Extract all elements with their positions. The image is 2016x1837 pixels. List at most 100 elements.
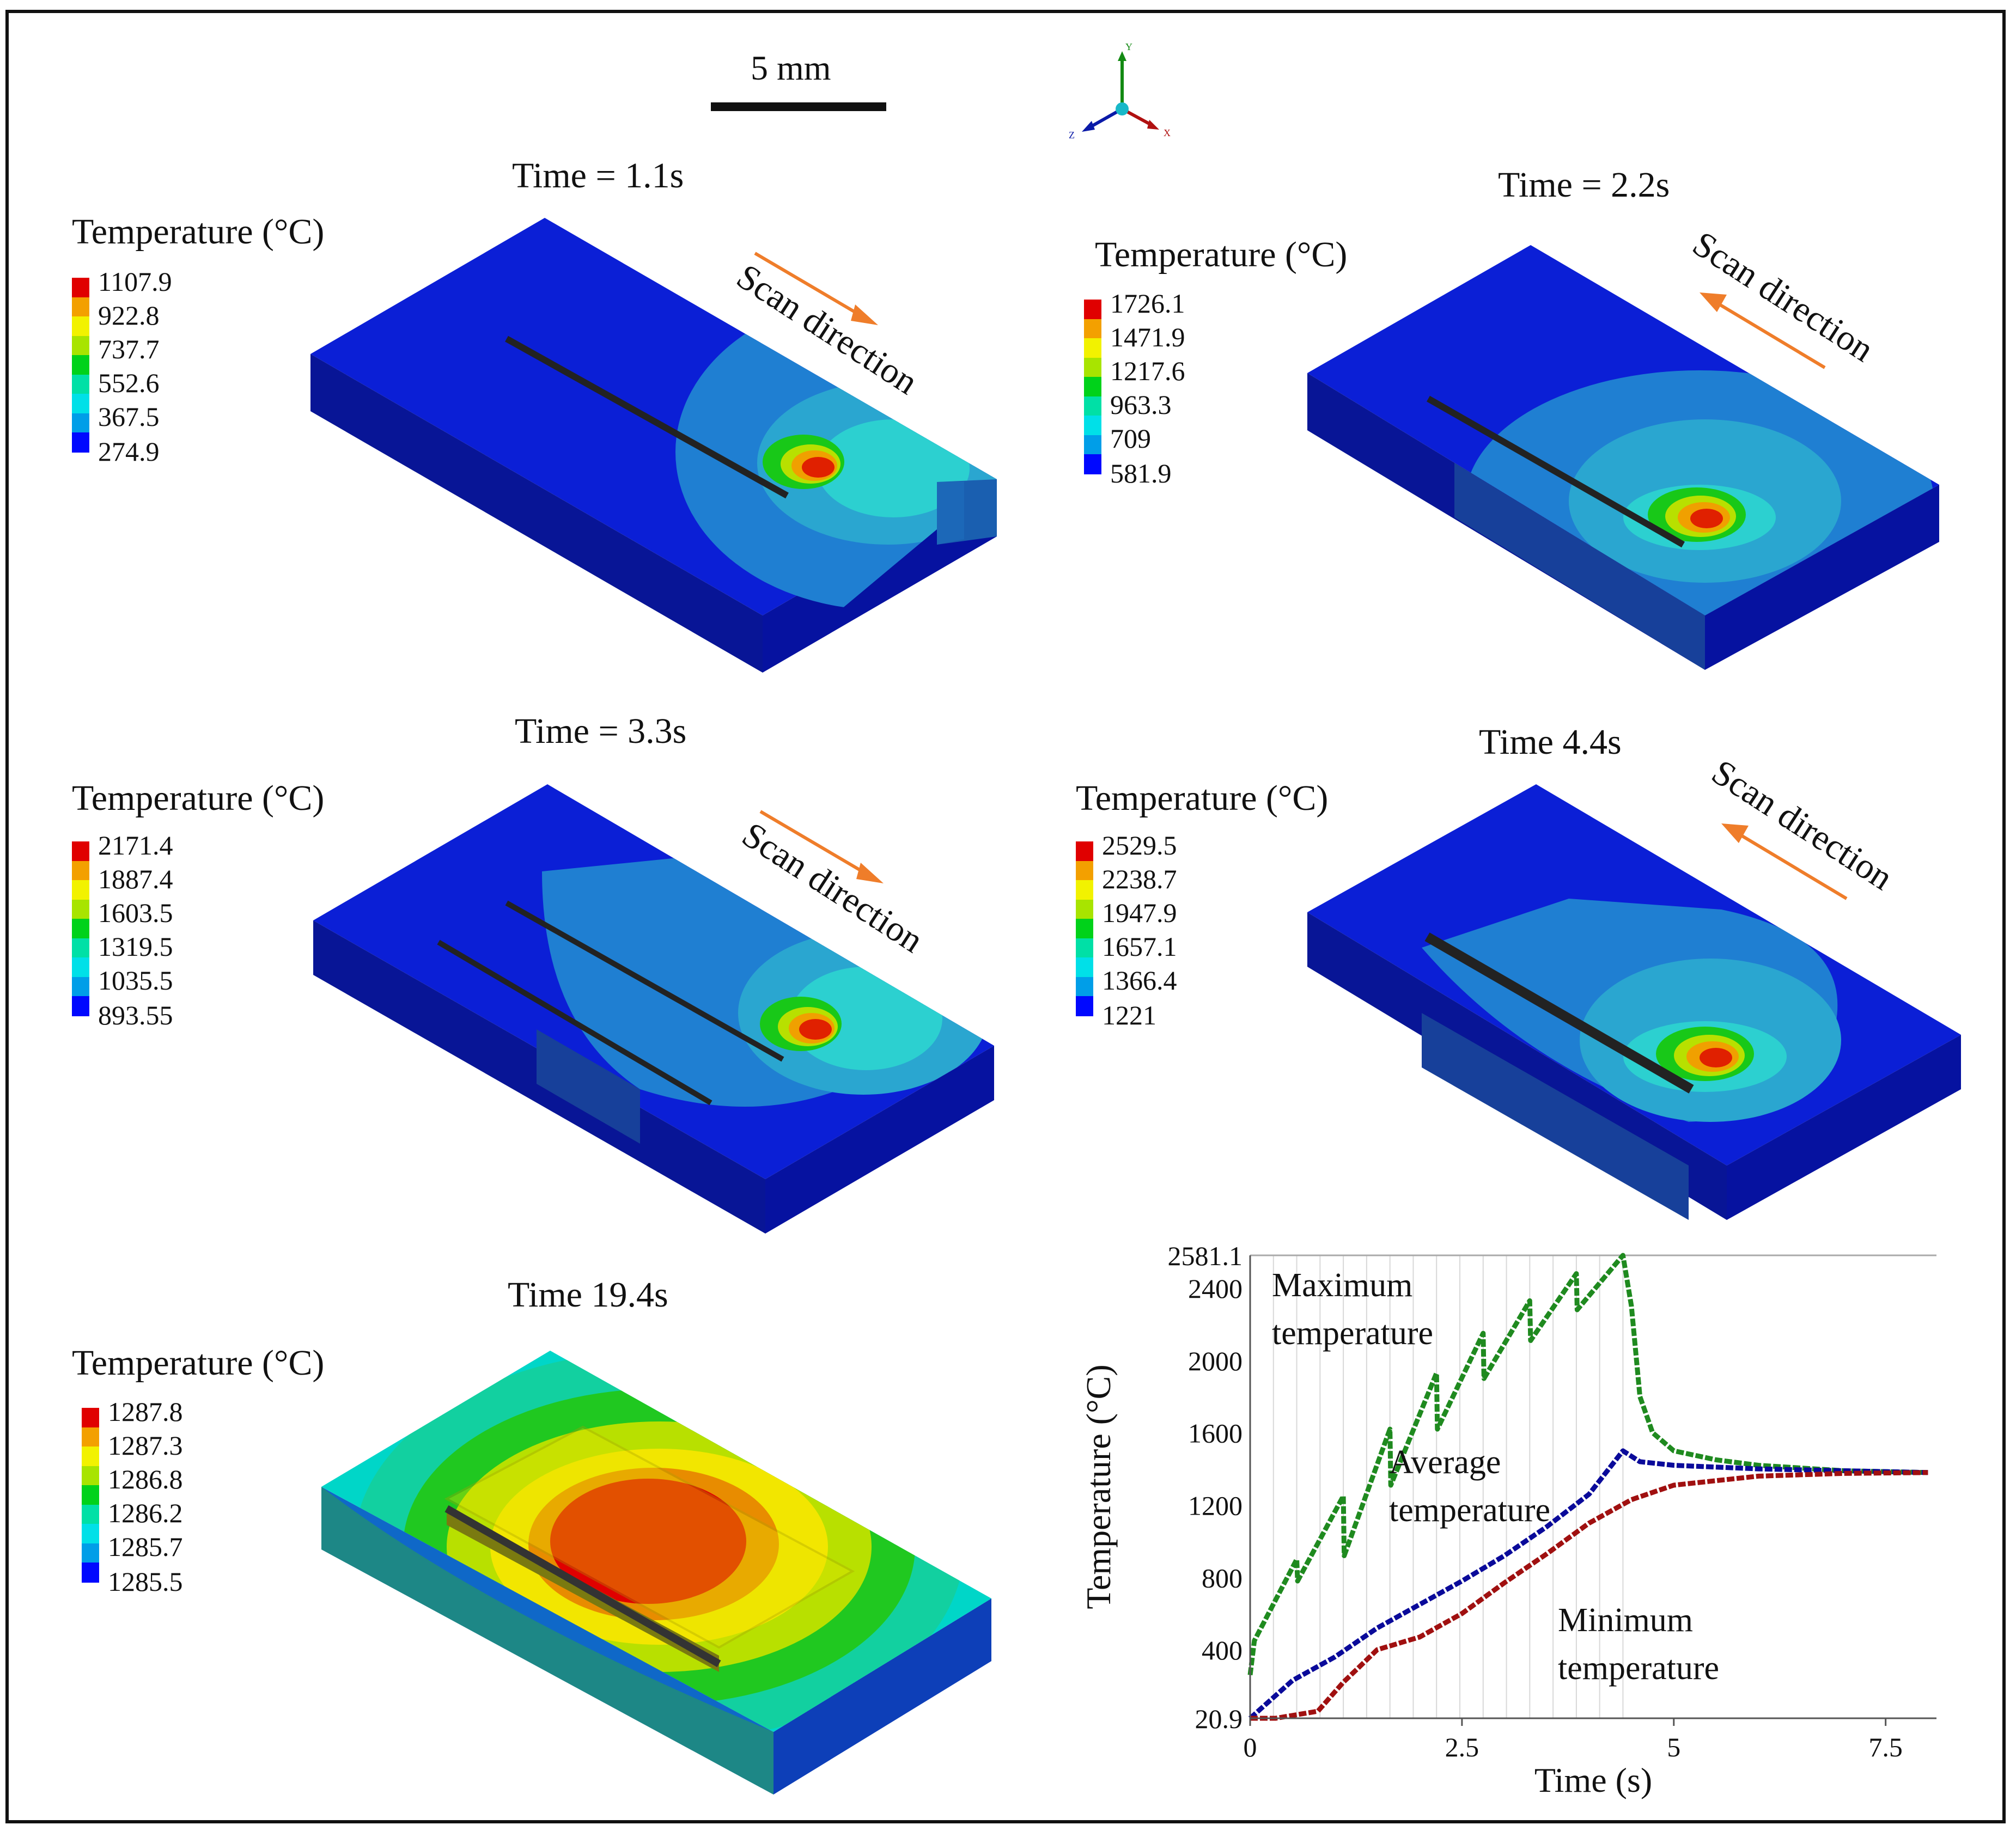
legend-tick-label: 1286.2 bbox=[108, 1498, 183, 1528]
y-tick-label: 2400 bbox=[1188, 1273, 1243, 1304]
scan-track bbox=[505, 335, 789, 499]
legend-swatch bbox=[72, 977, 89, 997]
legend-swatch bbox=[72, 278, 89, 298]
legend-tick-label: 1286.8 bbox=[108, 1464, 183, 1494]
legend-swatch bbox=[1076, 899, 1093, 920]
x-tick-label: 2.5 bbox=[1445, 1732, 1479, 1762]
legend-swatch bbox=[82, 1485, 99, 1505]
series-label: temperature bbox=[1272, 1315, 1433, 1352]
legend-swatch bbox=[82, 1427, 99, 1448]
legend: 1726.1 1471.9 1217.6 963.3 709 581.9 bbox=[1084, 288, 1247, 496]
y-tick-label: 20.9 bbox=[1195, 1704, 1243, 1734]
legend-swatch bbox=[82, 1524, 99, 1544]
legend-tick-label: 1285.7 bbox=[108, 1531, 183, 1562]
legend-title: Temperature (°C) bbox=[72, 212, 325, 252]
legend-swatch bbox=[72, 938, 89, 959]
legend-swatch bbox=[1076, 996, 1093, 1016]
scan-direction-arrow bbox=[759, 810, 884, 883]
heat-plate-1 bbox=[310, 218, 997, 673]
legend-swatch bbox=[1084, 319, 1101, 339]
legend-tick-label: 709 bbox=[1110, 423, 1151, 454]
legend-title: Temperature (°C) bbox=[72, 778, 325, 818]
legend-swatch bbox=[72, 860, 89, 881]
legend-tick-label: 1603.5 bbox=[98, 898, 173, 928]
legend-swatch bbox=[72, 957, 89, 978]
legend-swatch bbox=[72, 374, 89, 395]
legend-swatch bbox=[72, 919, 89, 939]
legend: 2529.5 2238.7 1947.9 1657.1 1366.4 1221 bbox=[1076, 830, 1239, 1037]
x-axis-title: Time (s) bbox=[1534, 1761, 1652, 1799]
legend-tick-label: 552.6 bbox=[98, 368, 160, 398]
time-label: Time = 3.3s bbox=[515, 711, 687, 751]
legend-tick-label: 1107.9 bbox=[98, 266, 172, 297]
legend-swatch bbox=[72, 316, 89, 337]
legend-swatch bbox=[82, 1504, 99, 1525]
legend-tick-label: 1366.4 bbox=[1102, 965, 1177, 996]
legend-swatch bbox=[72, 335, 89, 356]
legend-tick-label: 1726.1 bbox=[1110, 288, 1185, 319]
y-tick-label: 1600 bbox=[1188, 1418, 1243, 1449]
series-line bbox=[1247, 1253, 1928, 1676]
time-label: Time 19.4s bbox=[508, 1275, 668, 1315]
legend-tick-label: 737.7 bbox=[98, 334, 160, 364]
legend-swatch bbox=[82, 1408, 99, 1428]
scan-track bbox=[1427, 395, 1685, 548]
legend-tick-label: 367.5 bbox=[98, 401, 160, 432]
heat-plate-2 bbox=[1307, 245, 1939, 670]
scan-track bbox=[505, 900, 784, 1062]
legend-swatch bbox=[1084, 416, 1101, 436]
legend-tick-label: 1319.5 bbox=[98, 931, 173, 962]
x-tick-labels: 0 2.5 5 7.5 bbox=[1244, 1718, 1903, 1762]
legend-tick-label: 1217.6 bbox=[1110, 356, 1185, 386]
legend-tick-label: 581.9 bbox=[1110, 458, 1172, 489]
scan-direction-arrow bbox=[1700, 292, 1826, 369]
y-tick-label: 400 bbox=[1202, 1635, 1243, 1665]
axes-triad: Y X Z bbox=[1069, 41, 1171, 141]
legend-swatch bbox=[72, 841, 89, 862]
series-label: Minimum bbox=[1558, 1602, 1693, 1639]
legend-swatch bbox=[1084, 357, 1101, 378]
time-label: Time = 1.1s bbox=[512, 156, 684, 196]
series-label: Average bbox=[1389, 1444, 1501, 1481]
legend-tick-label: 2529.5 bbox=[1102, 830, 1177, 860]
legend-tick-label: 1287.3 bbox=[108, 1430, 183, 1461]
legend-tick-label: 274.9 bbox=[98, 436, 160, 467]
legend-swatch bbox=[72, 996, 89, 1016]
legend-swatch bbox=[72, 355, 89, 375]
x-axis-label: X bbox=[1164, 127, 1171, 138]
legend-swatch bbox=[82, 1466, 99, 1486]
legend-swatch bbox=[1076, 938, 1093, 959]
legend-swatch bbox=[1084, 377, 1101, 397]
scale-bar-label: 5 mm bbox=[751, 48, 831, 87]
time-label: Time = 2.2s bbox=[1498, 165, 1670, 205]
series-labels: Maximum temperature Average temperature Mini… bbox=[1272, 1267, 1719, 1687]
legend-swatch bbox=[82, 1447, 99, 1467]
legend-swatch bbox=[1076, 860, 1093, 881]
legend-swatch bbox=[1084, 396, 1101, 417]
legend-swatch bbox=[1076, 841, 1093, 862]
legend-tick-label: 1285.5 bbox=[108, 1566, 183, 1597]
legend-swatch bbox=[1084, 338, 1101, 358]
legend-swatch bbox=[1076, 919, 1093, 939]
legend-swatch bbox=[72, 297, 89, 318]
legend-swatch bbox=[1076, 957, 1093, 978]
legend-swatch bbox=[1084, 300, 1101, 320]
legend-title: Temperature (°C) bbox=[1076, 778, 1329, 818]
legend-tick-label: 893.55 bbox=[98, 1000, 173, 1030]
legend: 1107.9 922.8 737.7 552.6 367.5 274.9 bbox=[72, 266, 235, 474]
legend-tick-label: 2171.4 bbox=[98, 830, 173, 860]
x-tick-label: 7.5 bbox=[1868, 1732, 1903, 1762]
temperature-time-chart: 0 2.5 5 7.5 20.9 400 800 1200 1600 2000 24002581.… bbox=[1079, 1241, 1936, 1799]
series-label: Maximum bbox=[1272, 1267, 1412, 1304]
y-tick-label: 1200 bbox=[1188, 1491, 1243, 1521]
legend-tick-label: 1221 bbox=[1102, 1000, 1156, 1030]
series-label: temperature bbox=[1389, 1492, 1550, 1529]
scan-direction-arrow bbox=[754, 252, 878, 325]
legend-tick-label: 922.8 bbox=[98, 300, 160, 331]
legend-swatch bbox=[72, 432, 89, 453]
y-axis-label: Y bbox=[1125, 41, 1132, 52]
y-tick-label: 800 bbox=[1202, 1563, 1243, 1593]
legend-swatch bbox=[82, 1543, 99, 1564]
legend-tick-label: 1287.8 bbox=[108, 1396, 183, 1427]
legend: 2171.4 1887.4 1603.5 1319.5 1035.5 893.55 bbox=[72, 830, 235, 1037]
